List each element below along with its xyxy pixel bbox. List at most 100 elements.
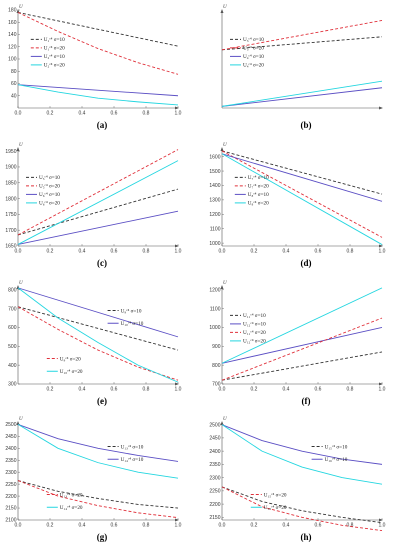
x-tick-label: 0.6 <box>111 523 118 529</box>
x-tick-label: 1.0 <box>379 249 386 255</box>
x-axis-arrow <box>175 106 179 110</box>
legend-label: U₇ᶜ⁴ σ=10 <box>248 175 269 181</box>
y-tick-label: 160 <box>8 20 17 26</box>
x-tick-label: 0.8 <box>143 111 150 117</box>
y-axis-label: U <box>19 281 23 286</box>
y-tick-label: 2200 <box>209 502 220 508</box>
legend-label: U₁₁ᶜ⁴ σ=20 <box>243 330 266 336</box>
y-tick-label: 1950 <box>5 149 16 155</box>
panel-caption: (e) <box>97 396 107 406</box>
y-tick-label: 400 <box>8 363 17 369</box>
x-tick-label: 0.6 <box>315 249 322 255</box>
y-tick-label: 2450 <box>209 436 220 442</box>
series-line <box>17 12 179 47</box>
legend-label: U₁₃ᶜ⁴ σ=10 <box>121 444 144 450</box>
y-axis-arrow <box>220 285 224 289</box>
x-axis-arrow <box>175 518 179 522</box>
y-tick-label: 2350 <box>5 458 16 464</box>
series-line <box>221 424 383 485</box>
y-tick-label: 2150 <box>209 515 220 521</box>
x-tick-label: 0.8 <box>347 387 354 393</box>
y-tick-label: 2350 <box>209 462 220 468</box>
legend-label: U₆ᶜ⁴ σ=20 <box>39 201 60 207</box>
panel-c: U 1650 1700 1750 1800 1850 1900 1950 0.0 0.2 0.4 0.… <box>5 143 181 268</box>
y-axis-arrow <box>220 9 224 13</box>
x-tick-label: 0.0 <box>219 249 226 255</box>
x-tick-label: 0.4 <box>283 249 290 255</box>
panel-caption: (a) <box>97 120 108 130</box>
series-line <box>221 80 383 107</box>
y-tick-label: 2250 <box>5 482 16 488</box>
series-line <box>221 486 383 524</box>
x-tick-label: 0.4 <box>283 387 290 393</box>
legend-label: U₃ᶜ⁴ σ=20 <box>243 46 264 52</box>
legend: U₃ᶜ⁴ σ=10 U₃ᶜ⁴ σ=20 U₄ᶜ⁴ σ=10 U₄ᶜ⁴ σ=20 <box>230 37 264 69</box>
legend-label: U₉ᶜ⁴ σ=10 <box>121 308 142 314</box>
y-tick-label: 1750 <box>5 212 16 218</box>
panel-caption: (d) <box>301 258 312 268</box>
x-tick-label: 1.0 <box>379 387 386 393</box>
x-tick-label: 0.0 <box>15 111 22 117</box>
legend: U₇ᶜ⁴ σ=10 U₇ᶜ⁴ σ=20 U₈ᶜ⁴ σ=10 U₈ᶜ⁴ σ=20 <box>234 175 269 207</box>
series-line <box>221 351 383 381</box>
legend-label: U₇ᶜ⁴ σ=20 <box>248 184 269 190</box>
y-tick-label: 40 <box>11 93 17 99</box>
x-tick-label: 0.4 <box>79 111 86 117</box>
series-line <box>221 327 383 364</box>
series-line <box>221 486 383 532</box>
x-tick-label: 0.4 <box>283 523 290 529</box>
y-tick-label: 60 <box>11 81 17 87</box>
y-tick-label: 1100 <box>210 306 221 312</box>
x-tick-label: 0.0 <box>15 249 22 255</box>
x-tick-label: 0.2 <box>251 523 258 529</box>
y-tick-label: 2250 <box>209 489 220 495</box>
y-tick-label: 300 <box>8 382 17 388</box>
x-tick-label: 0.2 <box>251 387 258 393</box>
y-axis-arrow <box>16 9 20 13</box>
legend-label: U₁₅ᶜ⁴ σ=10 <box>325 444 348 450</box>
x-tick-label: 0.8 <box>143 249 150 255</box>
legend-label: U₅ᶜ⁴ σ=20 <box>39 184 60 190</box>
y-tick-label: 1000 <box>209 241 220 247</box>
panel-g: U 2100 2150 2200 2250 2300 2350 2400 2450 2500 0.0… <box>5 417 181 542</box>
series-line <box>17 188 179 236</box>
series-line <box>221 424 383 465</box>
x-tick-label: 0.6 <box>315 523 322 529</box>
y-tick-label: 2500 <box>209 422 220 428</box>
series-line <box>221 287 383 364</box>
y-tick-label: 2150 <box>5 506 16 512</box>
y-tick-label: 600 <box>8 325 17 331</box>
y-tick-label: 1850 <box>5 180 16 186</box>
x-tick-label: 0.2 <box>47 111 54 117</box>
series-line <box>221 150 383 195</box>
panel-caption: (b) <box>301 120 312 130</box>
panel-d: U 1000 1100 1200 1300 1400 1500 1600 0.0 0.2 0.4 0.… <box>209 143 385 268</box>
series-line <box>17 480 179 509</box>
y-axis-label: U <box>223 143 227 148</box>
x-tick-label: 0.4 <box>79 523 86 529</box>
y-axis-arrow <box>220 421 224 425</box>
x-tick-label: 0.6 <box>111 387 118 393</box>
x-tick-label: 0.6 <box>111 249 118 255</box>
y-axis-label: U <box>19 417 23 422</box>
y-tick-label: 1000 <box>209 325 220 331</box>
legend: U₁₃ᶜ⁴ σ=10 U₁₄ᶜ⁴ σ=10 U₁₃ᶜ⁴ σ=20 U₁₄ᶜ⁴ σ=20 <box>46 444 144 511</box>
x-tick-label: 0.2 <box>47 387 54 393</box>
y-tick-label: 1200 <box>209 212 220 218</box>
x-tick-label: 0.8 <box>143 387 150 393</box>
x-axis-arrow <box>379 244 383 248</box>
y-tick-label: 1400 <box>209 183 220 189</box>
panel-e: U 300 400 500 600 700 800 0.2 0.4 0.6 0.8 1.0 U₉ᶜ⁴ σ… <box>8 281 182 406</box>
y-tick-label: 100 <box>8 57 17 63</box>
panel-a: U 40 60 80 100 120 140 160 180 0.0 0.2 0.4 0.6 0.8 1.0… <box>8 5 182 130</box>
x-tick-label: 0.2 <box>47 523 54 529</box>
x-axis-arrow <box>175 244 179 248</box>
y-axis-label: U <box>223 5 227 10</box>
series-line <box>17 287 179 338</box>
y-tick-label: 2500 <box>5 422 16 428</box>
panel-caption: (c) <box>97 258 107 268</box>
y-tick-label: 1900 <box>5 165 16 171</box>
legend-label: U₁ᶜ⁴ σ=20 <box>44 46 65 52</box>
legend: U₁₁ᶜ⁴ σ=10 U₁₂ᶜ⁴ σ=10 U₁₁ᶜ⁴ σ=20 U₁₂ᶜ⁴ σ=20 <box>230 313 266 345</box>
x-tick-label: 0.0 <box>219 523 226 529</box>
